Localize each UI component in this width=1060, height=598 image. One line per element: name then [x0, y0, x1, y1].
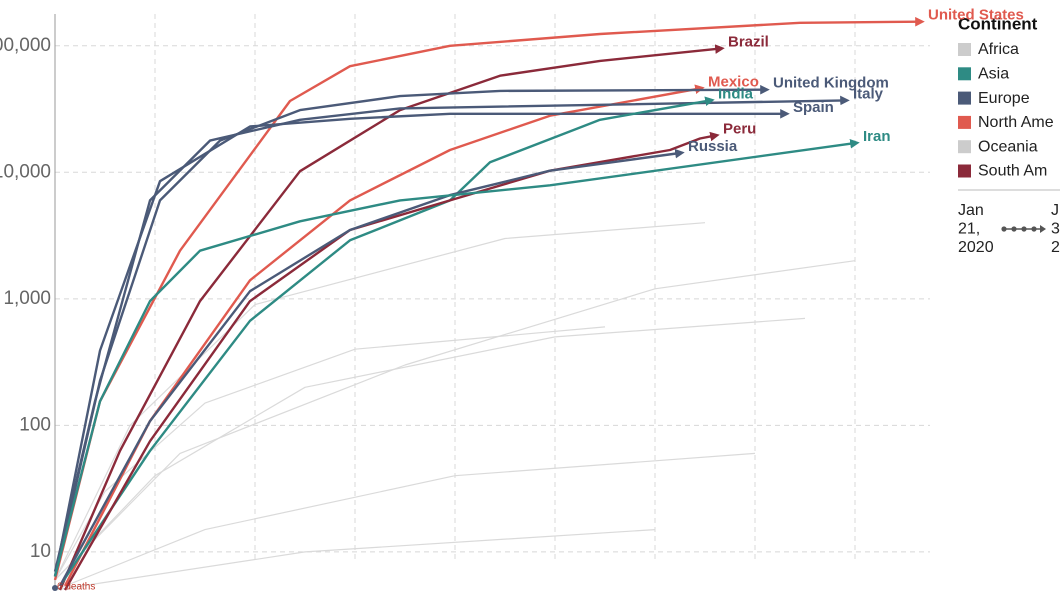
country-line	[53, 95, 850, 572]
country-label: Italy	[853, 85, 884, 102]
country-label: United Kingdom	[773, 75, 889, 92]
y-tick-label: 100,000	[0, 35, 51, 56]
country-label: Iran	[863, 128, 891, 145]
legend-swatch	[958, 164, 971, 178]
legend-swatch	[958, 140, 971, 154]
background-line	[54, 529, 656, 591]
legend-label: North Ame	[978, 114, 1054, 131]
slider-start-label: 21,	[958, 221, 980, 238]
legend-label: Asia	[978, 66, 1009, 83]
country-label: Brazil	[728, 34, 769, 51]
background-line	[54, 317, 806, 581]
slider-dot	[1001, 226, 1007, 232]
slider-start-label: Jan	[958, 202, 984, 219]
slider-end-label: J	[1051, 202, 1059, 219]
legend-swatch	[958, 91, 971, 105]
slider-end-label: 3	[1051, 221, 1060, 238]
country-line	[58, 44, 725, 591]
background-line	[54, 260, 856, 581]
country-line	[63, 131, 720, 591]
legend-label: Europe	[978, 90, 1030, 107]
y-tick-label: 10	[30, 541, 51, 562]
background-line	[54, 326, 606, 581]
country-line	[53, 84, 770, 577]
slider-arrow	[1040, 225, 1046, 233]
y-tick-label: 10,000	[0, 161, 51, 182]
country-label: Spain	[793, 99, 834, 116]
country-label: Russia	[688, 138, 738, 155]
background-line	[54, 222, 706, 581]
country-line	[53, 16, 925, 581]
slider-dot	[1011, 226, 1017, 232]
country-label: India	[718, 85, 754, 102]
legend-label: South Am	[978, 163, 1047, 180]
legend-swatch	[958, 43, 971, 56]
country-line	[58, 148, 685, 587]
legend-label: Africa	[978, 41, 1019, 58]
slider-dot	[1031, 226, 1037, 232]
country-label: Peru	[723, 121, 756, 138]
y-tick-label: 1,000	[3, 288, 51, 309]
y-tick-label: 100	[19, 414, 51, 435]
slider-end-label: 2	[1051, 239, 1060, 256]
legend-swatch	[958, 115, 971, 129]
country-line	[53, 139, 860, 577]
slider-start-label: 2020	[958, 239, 994, 256]
country-label: United States	[928, 7, 1024, 24]
country-label: Mexico	[708, 73, 759, 90]
legend-label: Oceania	[978, 138, 1038, 155]
legend-title: Continent	[958, 14, 1038, 33]
annotation: 6 deaths	[57, 582, 95, 593]
country-line	[53, 109, 790, 577]
legend-swatch	[958, 67, 971, 81]
slider-dot	[1021, 226, 1027, 232]
country-line	[59, 96, 715, 587]
background-line	[54, 452, 756, 591]
start-dot	[52, 585, 58, 591]
